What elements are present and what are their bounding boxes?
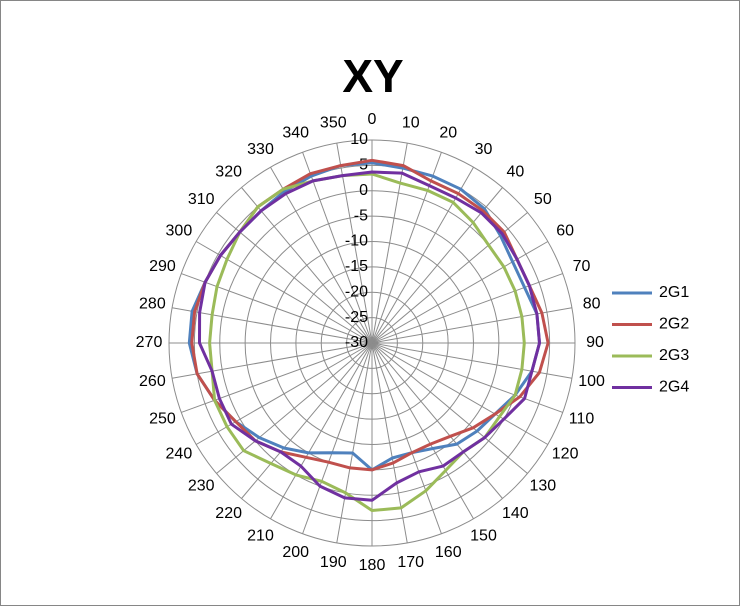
series-line	[198, 170, 541, 502]
angle-label: 320	[215, 163, 242, 180]
spoke	[216, 342, 373, 474]
spoke	[371, 342, 442, 534]
spoke	[371, 142, 408, 344]
spoke	[371, 342, 503, 499]
angle-label: 200	[282, 544, 309, 561]
angle-label: 310	[188, 191, 215, 208]
spoke	[216, 212, 373, 344]
spoke	[371, 342, 563, 413]
angle-label: 50	[534, 191, 552, 208]
spoke	[371, 273, 563, 344]
legend-label: 2G4	[659, 379, 689, 396]
spoke	[336, 342, 373, 544]
spoke	[371, 342, 549, 445]
angle-label: 80	[583, 295, 601, 312]
legend-label: 2G2	[659, 316, 689, 333]
spoke	[371, 241, 549, 344]
spoke	[302, 152, 373, 344]
angle-label: 70	[573, 258, 591, 275]
radial-tick-label: -10	[345, 233, 368, 250]
angle-label: 240	[166, 446, 193, 463]
angle-label: 290	[149, 258, 176, 275]
angle-label: 160	[435, 544, 462, 561]
angle-label: 30	[475, 141, 493, 158]
angle-label: 90	[586, 334, 604, 351]
angle-label: 170	[397, 554, 424, 571]
spoke	[195, 241, 373, 344]
spoke	[181, 342, 373, 413]
spoke	[270, 166, 373, 344]
angle-label: 100	[578, 373, 605, 390]
spoke	[181, 273, 373, 344]
radial-tick-label: -25	[345, 309, 368, 326]
spoke	[195, 342, 373, 445]
spoke	[371, 166, 474, 344]
angle-label: 110	[569, 410, 595, 427]
spoke	[171, 307, 373, 344]
spoke	[270, 342, 373, 520]
angle-label: 260	[139, 373, 166, 390]
angle-label: 210	[247, 527, 274, 544]
angle-label: 140	[502, 505, 529, 522]
angle-label: 20	[439, 125, 457, 142]
spoke	[241, 342, 373, 499]
radial-tick-label: 10	[350, 131, 368, 148]
radial-tick-label: -20	[345, 283, 368, 300]
angle-label: 150	[470, 527, 497, 544]
angle-label: 10	[402, 115, 420, 132]
spoke	[371, 342, 474, 520]
angle-label: 340	[282, 125, 309, 142]
radial-tick-label: 0	[359, 182, 368, 199]
radial-tick-label: -5	[354, 207, 368, 224]
legend-label: 2G3	[659, 347, 689, 364]
angle-label: 60	[556, 223, 574, 240]
angle-label: 220	[215, 505, 242, 522]
angle-label: 0	[368, 111, 377, 128]
angle-label: 300	[166, 223, 193, 240]
angle-label: 350	[320, 115, 347, 132]
angle-label: 250	[149, 410, 176, 427]
spoke	[371, 342, 528, 474]
spoke	[302, 342, 373, 534]
angle-label: 120	[552, 446, 579, 463]
angle-label: 230	[188, 478, 215, 495]
radial-tick-label: -30	[345, 334, 368, 351]
angle-label: 180	[359, 557, 386, 574]
angle-label: 330	[247, 141, 274, 158]
angle-label: 130	[529, 478, 556, 495]
angle-label: 40	[506, 163, 524, 180]
spoke	[371, 307, 573, 344]
spoke	[171, 342, 373, 379]
spoke	[371, 342, 408, 544]
spoke	[241, 187, 373, 344]
radial-tick-label: -15	[345, 258, 368, 275]
legend-label: 2G1	[659, 284, 689, 301]
angle-label: 280	[139, 295, 166, 312]
chart-title: XY	[342, 50, 403, 102]
angle-label: 190	[320, 554, 347, 571]
radial-tick-label: 5	[359, 157, 368, 174]
series-line	[208, 172, 526, 512]
angle-label: 270	[136, 334, 163, 351]
spoke	[371, 152, 442, 344]
